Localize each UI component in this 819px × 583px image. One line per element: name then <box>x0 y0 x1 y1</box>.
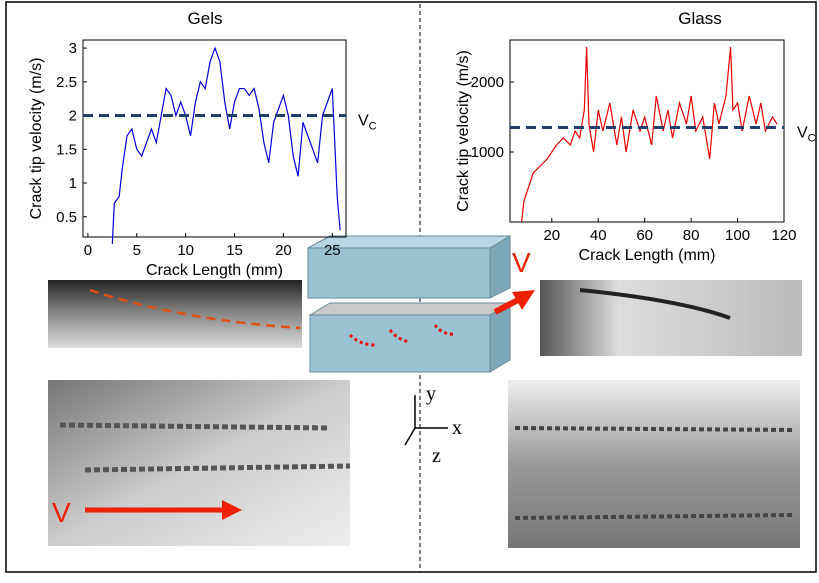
block-arrow <box>493 297 520 315</box>
threshold-text: V <box>797 125 808 142</box>
x-tick-label: 80 <box>683 227 700 244</box>
chart-title: Gels <box>188 9 223 28</box>
y-axis-label: Crack tip velocity (m/s) <box>28 58 45 220</box>
plot-area <box>82 39 347 238</box>
x-tick-label: 120 <box>771 227 796 244</box>
block-upper-side <box>489 235 511 299</box>
crack-profile <box>89 288 301 330</box>
velocity-label: V <box>512 247 531 278</box>
y-tick-label: 0.5 <box>56 209 77 226</box>
y-tick-label: 2 <box>69 108 77 125</box>
glass-surface-lines <box>514 426 796 520</box>
glass-crack <box>579 288 731 320</box>
gel-side-photo <box>48 280 302 348</box>
block-lower-side <box>489 302 511 373</box>
axis-x-label: x <box>452 417 462 439</box>
block-lower <box>309 314 491 373</box>
plot-area <box>509 39 785 223</box>
x-tick-label: 10 <box>177 242 194 259</box>
chart-title: Glass <box>678 9 721 28</box>
y-tick-label: 2.5 <box>56 74 77 91</box>
x-axis-label: Crack Length (mm) <box>146 262 283 279</box>
data-line <box>111 46 341 244</box>
x-tick-label: 40 <box>590 227 607 244</box>
x-axis-label: Crack Length (mm) <box>579 247 716 264</box>
frame <box>5 1 817 573</box>
y-axis-label: Crack tip velocity (m/s) <box>455 50 472 212</box>
x-tick-label: 20 <box>275 242 292 259</box>
arrow-head <box>222 500 242 520</box>
threshold-text: V <box>358 113 369 130</box>
x-tick-label: 15 <box>226 242 243 259</box>
data-line <box>521 46 778 223</box>
x-tick-label: 100 <box>725 227 750 244</box>
threshold-subscript: C <box>808 133 816 145</box>
y-tick-label: 3 <box>69 40 77 57</box>
velocity-label: V <box>52 497 71 528</box>
gel-surface-lines <box>59 422 351 473</box>
y-tick-label: 2000 <box>471 74 504 91</box>
threshold-subscript: C <box>369 121 377 133</box>
glass-surface-photo <box>508 380 800 548</box>
x-tick-label: 60 <box>636 227 653 244</box>
axis-z-label: z <box>432 445 441 467</box>
y-tick-label: 1000 <box>471 144 504 161</box>
gel-surface-photo <box>48 380 350 546</box>
x-tick-label: 20 <box>543 227 560 244</box>
axis-y-label: y <box>426 383 436 405</box>
block-arrow-head <box>512 290 535 310</box>
x-tick-label: 0 <box>84 242 92 259</box>
threshold-label: VC <box>797 125 816 145</box>
threshold-label: VC <box>358 113 377 133</box>
x-tick-label: 25 <box>324 242 341 259</box>
x-tick-label: 5 <box>133 242 141 259</box>
axes-glyph <box>404 395 448 446</box>
block-crack-face <box>308 302 512 316</box>
crack-fronts <box>348 324 456 347</box>
y-tick-label: 1.5 <box>56 141 77 158</box>
y-tick-label: 1 <box>69 175 77 192</box>
glass-side-photo <box>540 280 802 356</box>
